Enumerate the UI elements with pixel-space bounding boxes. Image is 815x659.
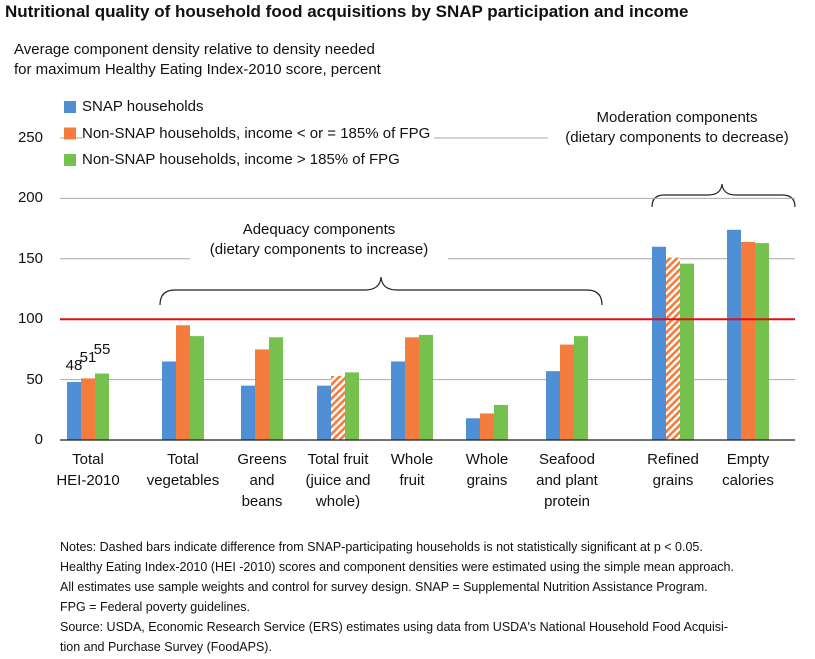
x-tick-label: Total fruit (juice and whole) (305, 451, 371, 510)
bar (666, 257, 680, 440)
value-label: 55 (93, 340, 111, 358)
x-tick-label: Empty calories (722, 451, 774, 489)
bar (95, 373, 109, 440)
bar (162, 361, 176, 440)
bar (741, 241, 755, 440)
bar (241, 385, 255, 440)
bar (391, 361, 405, 440)
bar (466, 418, 480, 440)
brace (651, 183, 796, 208)
value-label: 51 (79, 349, 97, 367)
bar (494, 404, 508, 440)
annotation: Adequacy components (dietary components … (190, 220, 448, 260)
y-tick-label: 150 (17, 249, 43, 267)
x-tick-label: Seafood and plant protein (536, 451, 598, 510)
y-tick-label: 50 (26, 370, 43, 388)
legend-swatch (64, 101, 76, 113)
note-line: All estimates use sample weights and con… (60, 580, 708, 594)
x-tick-label: Greens and beans (237, 451, 287, 510)
bar (67, 382, 81, 440)
note-line: Notes: Dashed bars indicate difference f… (60, 540, 703, 554)
brace (159, 276, 603, 306)
bar (269, 337, 283, 440)
bar (176, 325, 190, 440)
bar (317, 385, 331, 440)
bar (190, 336, 204, 440)
y-tick-label: 0 (34, 431, 43, 448)
legend-swatch (64, 127, 76, 140)
legend-label: Non-SNAP households, income < or = 185% … (82, 124, 435, 143)
bar (81, 378, 95, 440)
subtitle: Average component density relative to de… (14, 41, 381, 78)
note-line: tion and Purchase Survey (FoodAPS). (60, 640, 272, 654)
bar (755, 243, 769, 440)
bar (574, 336, 588, 440)
x-tick-label: Whole fruit (390, 451, 434, 489)
value-label: 48 (65, 357, 83, 375)
bar (652, 246, 666, 440)
y-tick-label: 250 (17, 129, 43, 146)
bar (345, 372, 359, 440)
x-tick-label: Refined grains (647, 451, 699, 489)
bar (546, 371, 560, 440)
bar (680, 263, 694, 440)
note-line: Source: USDA, Economic Research Service … (60, 620, 728, 634)
bar (560, 344, 574, 440)
x-tick-label: Total vegetables (146, 451, 220, 489)
x-tick-label: Whole grains (465, 451, 509, 489)
note-line: Healthy Eating Index-2010 (HEI -2010) sc… (60, 560, 734, 574)
bar (331, 375, 345, 440)
legend-label: SNAP households (82, 98, 208, 116)
y-tick-label: 100 (17, 310, 43, 328)
note-line: FPG = Federal poverty guidelines. (60, 600, 251, 614)
bar (480, 413, 494, 440)
annotation: Moderation components (dietary component… (548, 108, 806, 148)
legend-label: Non-SNAP households, income > 185% of FP… (82, 151, 404, 169)
legend-swatch (64, 154, 76, 166)
bar (419, 334, 433, 440)
x-tick-label: Total HEI-2010 (56, 451, 120, 489)
bar (255, 349, 269, 440)
y-tick-label: 200 (17, 189, 43, 207)
chart-title: Nutritional quality of household food ac… (5, 2, 689, 21)
bar (405, 337, 419, 440)
bar (727, 229, 741, 440)
